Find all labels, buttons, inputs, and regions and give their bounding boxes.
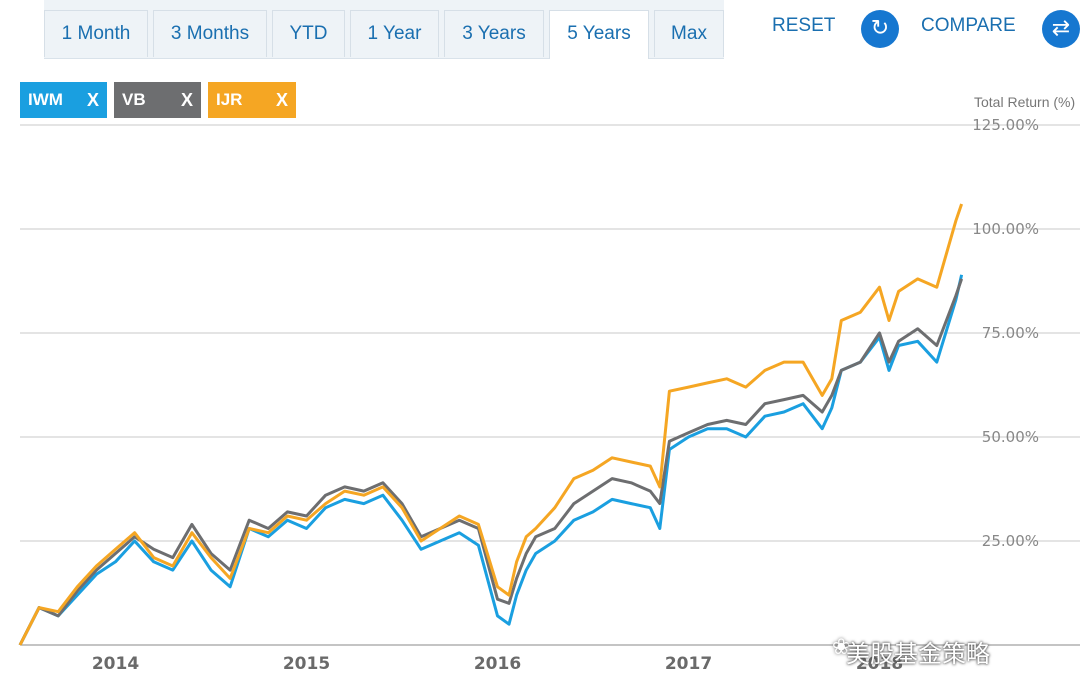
y-axis-title: Total Return (%) — [974, 94, 1076, 110]
x-tick-label: 2015 — [283, 654, 330, 674]
tab-ytd[interactable]: YTD — [272, 10, 345, 57]
tab-max[interactable]: Max — [654, 10, 724, 57]
swap-arrows-icon[interactable]: ⇄ — [1042, 10, 1080, 48]
x-tick-label: 2017 — [665, 654, 712, 674]
tab-3-months[interactable]: 3 Months — [153, 10, 267, 57]
remove-ijr-button[interactable]: X — [275, 90, 288, 110]
timeframe-tabbar: 1 Month 3 Months YTD 1 Year 3 Years 5 Ye… — [0, 0, 1080, 59]
ticker-chip-label: VB — [122, 90, 146, 109]
refresh-icon[interactable]: ↻ — [861, 10, 899, 48]
ticker-chip-ijr: IJR X — [208, 82, 296, 118]
compare-button[interactable]: COMPARE — [921, 15, 1016, 36]
series-line-ijr — [18, 203, 964, 646]
remove-vb-button[interactable]: X — [180, 90, 193, 110]
y-tick-label: 125.00% — [972, 116, 1039, 134]
ticker-chip-iwm: IWM X — [20, 82, 107, 118]
y-tick-label: 25.00% — [982, 532, 1039, 550]
remove-iwm-button[interactable]: X — [86, 90, 99, 110]
reset-button[interactable]: RESET — [772, 15, 836, 36]
y-tick-label: 75.00% — [982, 324, 1039, 342]
series-line-iwm — [18, 274, 964, 646]
ticker-chip-vb: VB X — [114, 82, 201, 118]
x-tick-label: 2016 — [474, 654, 521, 674]
wechat-icon: ❀ — [832, 634, 851, 659]
tab-3-years[interactable]: 3 Years — [444, 10, 544, 57]
y-tick-label: 50.00% — [982, 428, 1039, 446]
tab-1-year[interactable]: 1 Year — [350, 10, 439, 57]
x-tick-label: 2014 — [92, 654, 139, 674]
x-tick-label: 2018 — [856, 654, 903, 674]
tab-5-years[interactable]: 5 Years — [549, 10, 649, 59]
y-tick-label: 100.00% — [972, 220, 1039, 238]
tab-1-month[interactable]: 1 Month — [44, 10, 148, 57]
ticker-chip-label: IWM — [28, 90, 63, 109]
ticker-chip-label: IJR — [216, 90, 243, 109]
watermark: 美股基金策略 — [846, 641, 990, 668]
series-line-vb — [18, 278, 964, 646]
